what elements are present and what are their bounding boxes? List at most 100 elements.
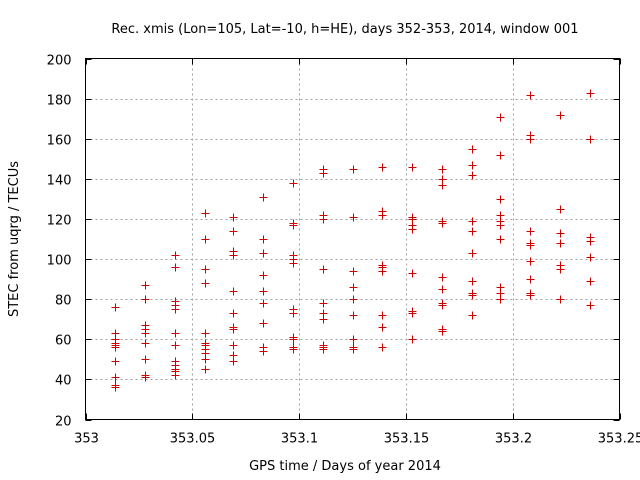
data-point [468,161,477,170]
data-point [586,253,595,262]
data-point [438,181,447,190]
data-point [378,311,387,320]
data-point [526,227,535,236]
data-point [349,345,358,354]
data-point [349,267,358,276]
data-point [468,277,477,286]
plot-frame [85,58,620,420]
data-point [229,251,238,260]
data-point [496,151,505,160]
data-point [111,303,120,312]
data-point [111,357,120,366]
data-point [259,287,268,296]
data-point [201,235,210,244]
data-point [438,285,447,294]
y-tick-label: 80 [55,294,72,309]
data-point [378,343,387,352]
data-point [556,295,565,304]
data-point [319,345,328,354]
data-point [556,205,565,214]
data-point [496,295,505,304]
data-point [319,299,328,308]
data-point [556,229,565,238]
data-point [319,169,328,178]
y-tick-label: 120 [47,214,72,229]
data-point [468,227,477,236]
y-tick-label: 60 [55,334,72,349]
data-point [468,171,477,180]
chart-title: Rec. xmis (Lon=105, Lat=-10, h=HE), days… [111,22,578,37]
data-point [526,241,535,250]
data-point [408,163,417,172]
data-point [111,343,120,352]
data-point [289,179,298,188]
data-point [378,163,387,172]
data-point [349,213,358,222]
data-point [349,335,358,344]
data-point [378,211,387,220]
data-point [349,283,358,292]
data-point [586,135,595,144]
data-point [586,237,595,246]
data-point [586,89,595,98]
tick-labels: 353 353.05 353.1 353.15 353.2 353.25 20 40 60 80 1… [47,54,640,447]
data-point [526,135,535,144]
data-point [438,301,447,310]
data-point [111,383,120,392]
data-point [349,165,358,174]
y-tick-label: 140 [47,174,72,189]
data-point [319,315,328,324]
y-tick-label: 20 [55,415,72,430]
x-tick-label: 353.2 [495,432,532,447]
data-point [171,371,180,380]
data-point [526,257,535,266]
data-point [319,265,328,274]
data-point [496,221,505,230]
data-point [201,279,210,288]
data-point [496,113,505,122]
data-point [349,295,358,304]
data-point [141,329,150,338]
data-point [378,323,387,332]
data-point [259,299,268,308]
data-point [141,281,150,290]
data-point [378,267,387,276]
data-point [201,355,210,364]
x-tick-label: 353.15 [384,432,430,447]
data-point [259,319,268,328]
x-tick-label: 353.25 [598,432,640,447]
data-point [468,145,477,154]
data-point [229,325,238,334]
x-tick-label: 353.1 [281,432,318,447]
data-point [496,235,505,244]
y-axis-label: STEC from uqrg / TECUs [7,161,22,317]
data-point [141,355,150,364]
data-point [259,193,268,202]
data-point [171,305,180,314]
data-point [408,225,417,234]
data-point [408,335,417,344]
data-point [289,309,298,318]
y-tick-label: 40 [55,374,72,389]
data-point [438,327,447,336]
data-point [141,373,150,382]
data-point [171,251,180,260]
data-point [438,273,447,282]
axis-ticks [85,58,621,421]
data-point [468,249,477,258]
data-point [438,219,447,228]
data-point [229,287,238,296]
data-point [468,291,477,300]
data-point [556,265,565,274]
data-point [408,269,417,278]
data-point [496,195,505,204]
data-point [556,111,565,120]
x-tick-label: 353 [74,432,99,447]
data-point [468,217,477,226]
data-point [229,213,238,222]
data-point [289,345,298,354]
data-point [201,209,210,218]
data-point [526,275,535,284]
data-point [349,311,358,320]
